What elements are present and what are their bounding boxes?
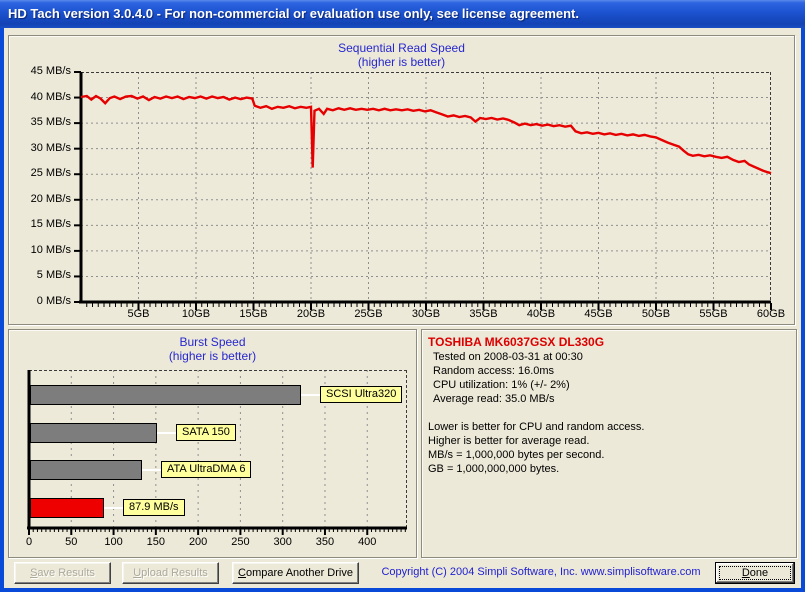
client-area: Sequential Read Speed (higher is better)… [4,28,801,588]
bar-label-connector [301,394,320,396]
burst-x-tick-label: 250 [231,536,250,548]
burst-x-tick-label: 200 [188,536,208,548]
x-tick-label: 50GB [641,308,671,320]
y-tick-label: 20 MB/s [30,192,71,205]
done-button[interactable]: Done [715,562,795,584]
burst-x-tick-label: 150 [146,536,166,548]
sequential-read-line [80,94,772,175]
burst-x-tick-label: 300 [273,536,292,548]
drive-name: TOSHIBA MK6037GSX DL330G [428,335,605,349]
x-tick-label: 55GB [699,308,728,320]
sequential-plot [74,71,772,310]
y-tick-label: 30 MB/s [30,141,71,154]
sequential-plot-svg [74,71,772,310]
x-tick-label: 10GB [181,308,211,320]
y-tick-label: 15 MB/s [30,218,71,231]
x-tick-label: 25GB [354,308,383,320]
burst-bar [30,460,142,480]
sequential-x-axis-labels: 5GB 10GB 15GB 20GB 25GB 30GB 35GB 40GB 45GB 50GB 5… [81,308,785,322]
burst-bar [30,422,157,443]
drive-info-panel: TOSHIBA MK6037GSX DL330G Tested on 2008-… [421,329,797,558]
copyright-text: Copyright (C) 2004 Simpli Software, Inc.… [381,566,701,578]
info-line: Random access: 16.0ms [433,365,555,377]
x-tick-label: 60GB [756,308,786,320]
x-tick-label: 5GB [127,308,150,320]
burst-bar-label: SATA 150 [176,423,236,441]
note-line: Lower is better for CPU and random acces… [428,421,645,433]
burst-bar-label: ATA UltraDMA 6 [161,461,252,478]
burst-plot-svg [27,370,407,535]
bar-label-connector [157,431,176,434]
save-results-button[interactable]: Save Results [14,562,111,584]
burst-x-tick-label: 0 [25,536,33,548]
y-tick-label: 45 MB/s [30,65,71,77]
footer-bar: Save Results Upload Results Compare Anot… [4,562,801,586]
y-tick-label: 10 MB/s [30,243,71,256]
burst-x-tick-label: 50 [65,536,78,548]
sequential-y-axis-labels: 45 MB/s 40 MB/s 35 MB/s 30 MB/s 25 MB/s 20 MB… [9,65,73,307]
burst-speed-panel: Burst Speed (higher is better) SCSI Ultr… [8,329,417,558]
x-tick-label: 45GB [584,308,613,320]
y-tick-label: 35 MB/s [30,116,71,129]
sequential-chart-title: Sequential Read Speed [338,41,465,55]
drive-info-content: TOSHIBA MK6037GSX DL330G Tested on 2008-… [428,335,792,476]
x-tick-label: 20GB [296,308,326,320]
burst-chart-title: Burst Speed [179,335,246,349]
upload-results-label: Upload Results [133,567,208,579]
info-notes: Lower is better for CPU and random acces… [428,420,792,476]
burst-bar-label: SCSI Ultra320 [320,386,403,403]
x-tick-label: 15GB [239,308,268,320]
y-tick-label: 0 MB/s [36,295,71,307]
note-line: GB = 1,000,000,000 bytes. [428,463,560,475]
info-line: CPU utilization: 1% (+/- 2%) [433,379,570,391]
note-line: MB/s = 1,000,000 bytes per second. [428,449,605,461]
sequential-read-panel: Sequential Read Speed (higher is better)… [8,35,795,325]
burst-chart-subtitle: (higher is better) [168,349,257,363]
x-tick-label: 35GB [469,308,498,320]
x-tick-label: 40GB [526,308,556,320]
burst-bar [30,497,104,518]
burst-plot: SCSI Ultra320 SATA 150 ATA UltraDMA 6 87.9 … [26,370,407,548]
compare-another-drive-label: Compare Another Drive [238,567,353,579]
burst-bar-label: 87.9 MB/s [123,498,185,516]
window-title: HD Tach version 3.0.4.0 - For non-commer… [8,6,579,21]
save-results-label: Save Results [30,567,95,579]
y-tick-label: 25 MB/s [30,167,71,180]
info-gap [428,406,792,420]
burst-x-tick-label: 400 [358,536,377,548]
done-label: Done [741,567,769,579]
drive-detail-lines: Tested on 2008-03-31 at 00:30 Random acce… [428,350,792,406]
bar-label-connector [104,506,123,509]
note-line: Higher is better for average read. [428,435,590,447]
burst-x-tick-label: 100 [104,536,123,548]
bar-label-connector [142,469,161,471]
info-line: Average read: 35.0 MB/s [433,393,555,405]
burst-bar [30,385,301,405]
compare-another-drive-button[interactable]: Compare Another Drive [232,562,359,584]
sequential-chart-subtitle: (higher is better) [357,55,446,69]
title-bar[interactable]: HD Tach version 3.0.4.0 - For non-commer… [0,0,805,28]
upload-results-button[interactable]: Upload Results [122,562,219,584]
info-line: Tested on 2008-03-31 at 00:30 [433,351,583,363]
burst-x-tick-label: 350 [315,536,335,548]
x-tick-label: 30GB [411,308,441,320]
y-tick-label: 40 MB/s [30,90,71,103]
y-tick-label: 5 MB/s [36,269,71,282]
